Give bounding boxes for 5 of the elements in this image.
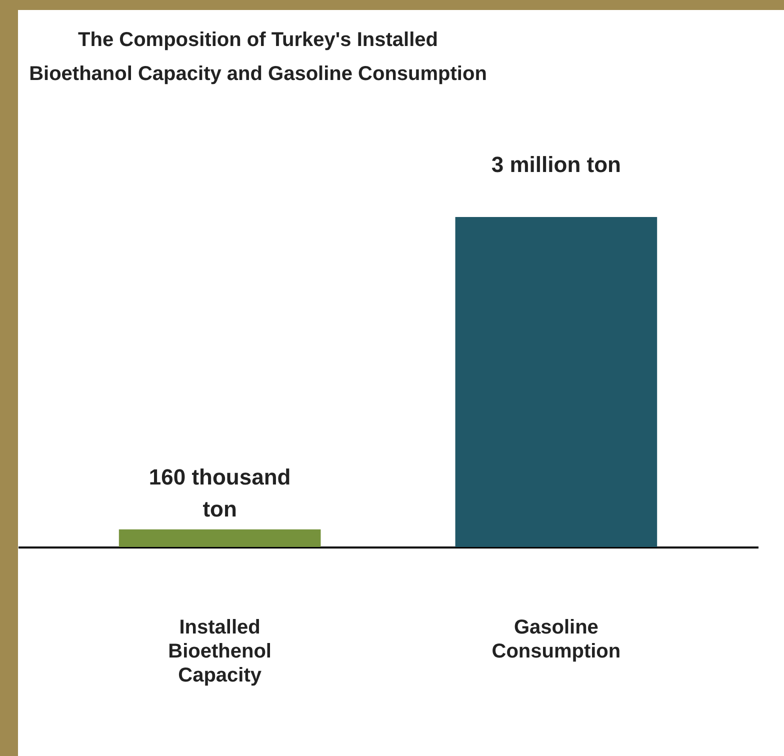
data-label: 3 million ton	[491, 152, 621, 177]
data-label: 160 thousand ton	[148, 464, 291, 522]
x-tick-label: Gasoline Consumption	[492, 616, 621, 662]
chart-title: The Composition of Turkey's Installed Bioethanol Capacity and Gasoline Consumption	[29, 29, 487, 85]
x-tick-label: Installed Bioethenol Capacity	[168, 616, 272, 686]
